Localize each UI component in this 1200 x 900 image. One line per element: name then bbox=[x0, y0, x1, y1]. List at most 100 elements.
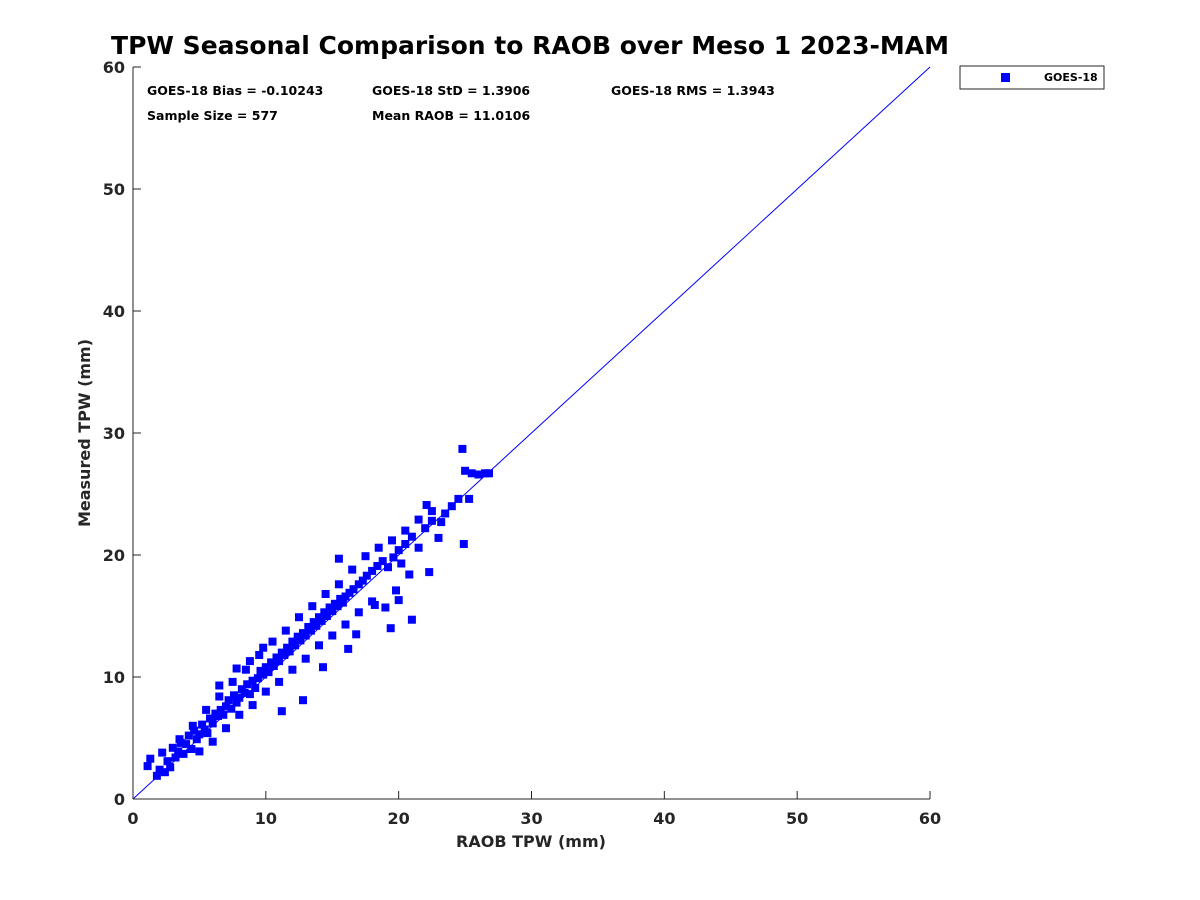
data-point bbox=[251, 684, 260, 692]
data-point bbox=[352, 630, 361, 639]
stat-rms: GOES-18 RMS = 1.3943 bbox=[611, 83, 775, 98]
data-point bbox=[414, 543, 423, 552]
data-point bbox=[334, 554, 343, 563]
data-point bbox=[338, 598, 347, 607]
data-point bbox=[291, 641, 300, 650]
data-point bbox=[361, 552, 370, 561]
data-points bbox=[143, 444, 493, 780]
data-point bbox=[269, 662, 278, 670]
data-point bbox=[441, 509, 450, 518]
data-point bbox=[198, 720, 207, 729]
data-point bbox=[354, 608, 363, 617]
x-tick-label: 20 bbox=[388, 809, 410, 828]
stat-bias: GOES-18 Bias = -0.10243 bbox=[147, 83, 323, 98]
data-point bbox=[241, 665, 250, 674]
legend-box bbox=[959, 65, 1105, 90]
data-point bbox=[248, 701, 257, 710]
data-point bbox=[344, 644, 353, 653]
data-point bbox=[240, 688, 249, 697]
data-point bbox=[425, 568, 434, 577]
data-point bbox=[285, 647, 294, 656]
data-point bbox=[259, 670, 268, 679]
data-point bbox=[184, 731, 193, 740]
y-tick-label: 60 bbox=[103, 58, 125, 77]
data-point bbox=[333, 602, 342, 611]
data-point bbox=[358, 576, 367, 585]
data-point bbox=[296, 636, 305, 645]
data-point bbox=[155, 765, 164, 774]
data-point bbox=[295, 613, 303, 622]
data-point bbox=[163, 757, 172, 766]
data-point bbox=[245, 690, 254, 699]
data-point bbox=[214, 712, 222, 720]
x-tick-label: 10 bbox=[255, 809, 277, 828]
data-point bbox=[317, 616, 326, 625]
stat-sample-size: Sample Size = 577 bbox=[147, 108, 278, 123]
legend-entry-goes-18: GOES-18 bbox=[1044, 71, 1098, 84]
data-point bbox=[202, 705, 211, 714]
x-tick-label: 0 bbox=[127, 809, 138, 828]
data-point bbox=[485, 469, 493, 478]
data-point bbox=[268, 637, 277, 646]
data-point bbox=[243, 680, 252, 689]
data-point bbox=[168, 743, 177, 752]
data-point bbox=[349, 585, 358, 594]
chart-title: TPW Seasonal Comparison to RAOB over Mes… bbox=[111, 31, 949, 60]
data-point bbox=[373, 562, 382, 570]
stats-block: GOES-18 Bias = -0.10243 GOES-18 StD = 1.… bbox=[147, 83, 775, 123]
data-point bbox=[321, 590, 330, 598]
data-point bbox=[401, 540, 410, 548]
data-point bbox=[188, 721, 197, 730]
data-point bbox=[160, 768, 169, 777]
axis-ticks: 0 10 20 30 40 50 60 0 10 20 30 40 50 60 bbox=[103, 58, 941, 828]
y-tick-label: 30 bbox=[103, 424, 125, 443]
data-point bbox=[281, 626, 290, 635]
x-tick-label: 30 bbox=[520, 809, 542, 828]
data-point bbox=[158, 748, 167, 757]
data-point bbox=[179, 749, 188, 758]
data-point bbox=[245, 657, 254, 666]
data-point bbox=[215, 692, 224, 701]
data-point bbox=[235, 693, 244, 702]
data-point bbox=[261, 687, 270, 696]
data-point bbox=[392, 586, 400, 595]
data-point bbox=[427, 507, 436, 516]
data-point bbox=[222, 724, 230, 733]
data-point bbox=[182, 740, 191, 749]
y-tick-label: 0 bbox=[114, 790, 125, 809]
data-point bbox=[348, 565, 357, 574]
data-point bbox=[458, 444, 467, 453]
data-point bbox=[146, 754, 155, 763]
data-point bbox=[437, 518, 446, 527]
data-point bbox=[288, 665, 297, 674]
data-point bbox=[261, 663, 270, 672]
data-point bbox=[422, 501, 431, 509]
data-point bbox=[368, 566, 377, 575]
data-point bbox=[248, 676, 257, 685]
data-point bbox=[203, 729, 212, 738]
data-point bbox=[341, 620, 350, 629]
data-point bbox=[222, 702, 230, 711]
data-point bbox=[386, 624, 395, 633]
data-point bbox=[397, 559, 406, 568]
y-tick-label: 20 bbox=[103, 546, 125, 565]
data-point bbox=[381, 603, 390, 612]
data-point bbox=[275, 677, 284, 686]
data-point bbox=[166, 763, 175, 772]
legend-marker-square bbox=[1001, 73, 1010, 82]
y-axis-label: Measured TPW (mm) bbox=[75, 339, 94, 527]
data-point bbox=[414, 515, 423, 524]
data-point bbox=[454, 494, 463, 503]
data-point bbox=[206, 714, 214, 723]
data-point bbox=[228, 677, 237, 686]
data-point bbox=[190, 726, 199, 735]
data-point bbox=[434, 533, 443, 542]
data-point bbox=[208, 719, 217, 728]
data-point bbox=[215, 681, 224, 690]
data-point bbox=[219, 710, 228, 719]
data-point bbox=[255, 651, 264, 659]
data-point bbox=[315, 641, 323, 650]
data-point bbox=[374, 543, 383, 552]
data-point bbox=[362, 571, 371, 580]
data-point bbox=[459, 540, 468, 548]
